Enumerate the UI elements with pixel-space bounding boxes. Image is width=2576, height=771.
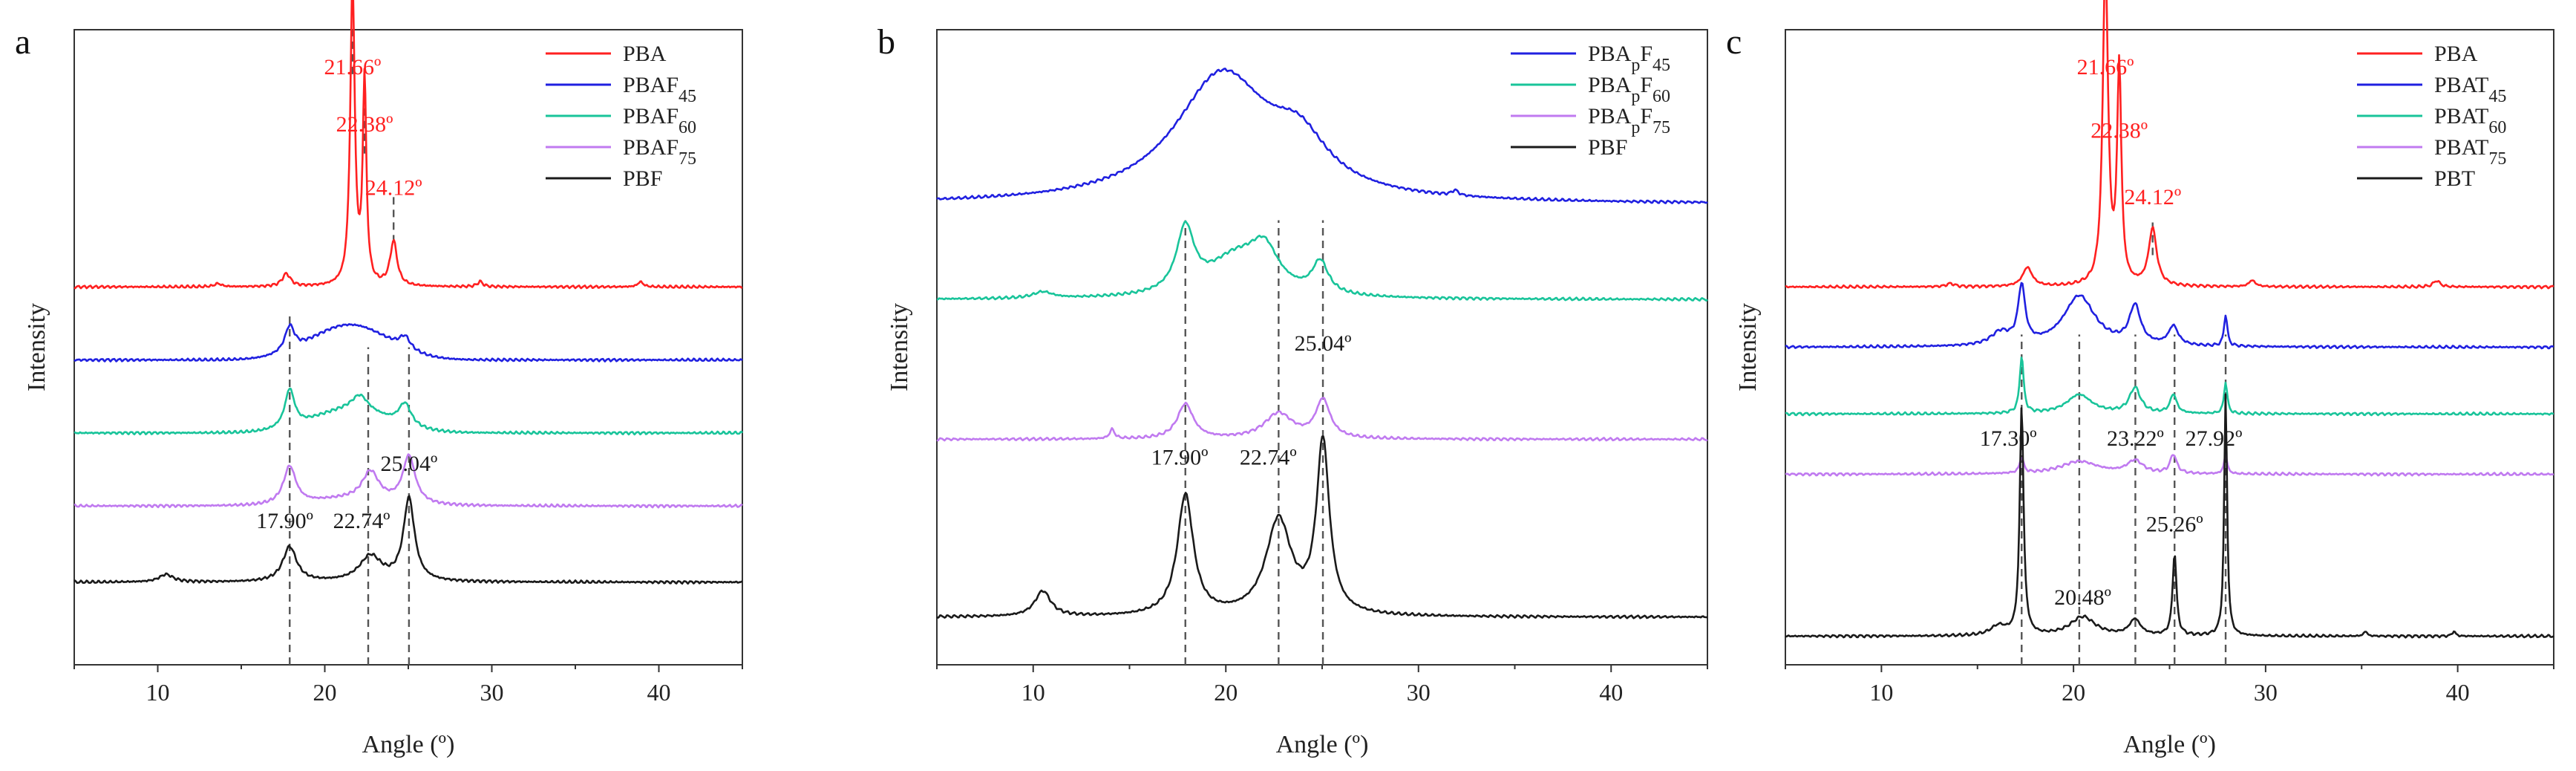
panel-label: a (15, 22, 30, 62)
x-tick-label: 30 (1407, 679, 1431, 706)
peak-annotation: 17.30º (1980, 426, 2037, 451)
peak-annotation: 20.48º (2054, 585, 2111, 610)
legend-entry: PBF (623, 166, 662, 191)
legend-entry: PBAT45 (2434, 73, 2506, 106)
series-line-PBAT75 (1785, 453, 2554, 477)
legend-entry: PBApF45 (1588, 42, 1670, 75)
peak-annotation: 22.38º (336, 112, 393, 137)
x-tick-label: 10 (1869, 679, 1893, 706)
series-line-PBAF45 (73, 322, 743, 362)
legend-entry: PBApF60 (1588, 73, 1670, 106)
series-line-PBAF60 (73, 387, 744, 436)
x-axis-label: Angle (º) (1276, 731, 1369, 758)
x-tick-label: 30 (480, 679, 504, 706)
panel-c: 10 20 30 40 Angle (º) Intensity c 21.66º 22.38º 2… (1726, 0, 2554, 758)
series-line-PBA (73, 0, 743, 290)
series-line-PBT (1785, 393, 2554, 639)
peak-annotation: 25.04º (1295, 331, 1352, 356)
peak-annotation: 21.66º (324, 55, 381, 79)
legend-entry: PBAT60 (2434, 104, 2506, 137)
peak-annotation: 22.74º (333, 509, 390, 533)
series-line-PBApF60 (936, 220, 1708, 302)
peak-annotation: 17.90º (1151, 446, 1209, 470)
legend-entry: PBAF45 (623, 73, 696, 106)
x-tick-label: 40 (1599, 679, 1623, 706)
series-line-PBAT60 (1785, 357, 2554, 417)
peak-annotation: 23.22º (2107, 426, 2164, 451)
legend-entry: PBAF60 (623, 104, 696, 137)
x-tick-label: 40 (647, 679, 671, 706)
x-tick-label: 10 (1021, 679, 1045, 706)
legend-entry: PBAF75 (623, 135, 696, 169)
peak-annotation: 25.04º (380, 452, 437, 476)
series-line-PBAF75 (73, 453, 743, 509)
series-line-PBApF45 (936, 68, 1708, 205)
x-tick-label: 20 (313, 679, 337, 706)
peak-annotation: 17.90º (256, 509, 313, 533)
legend-entry: PBT (2434, 166, 2475, 191)
panel-a: 10 20 30 40 Angle (º) Intensity a 21.66º 22.38º 2… (15, 0, 744, 758)
series-line-PBApF75 (936, 397, 1708, 442)
x-tick-label: 40 (2446, 679, 2470, 706)
x-tick-label: 20 (1214, 679, 1238, 706)
series-line-PBAT45 (1785, 282, 2554, 350)
legend-entry: PBA (2434, 42, 2478, 66)
y-axis-label: Intensity (1734, 303, 1762, 391)
peak-annotation: 21.66º (2077, 55, 2134, 79)
legend-entry: PBF (1588, 135, 1627, 160)
series-line-PBA (1785, 0, 2554, 290)
x-tick-label: 30 (2254, 679, 2278, 706)
x-axis-label: Angle (º) (2123, 731, 2216, 758)
peak-annotation: 24.12º (365, 175, 422, 200)
peak-annotation: 25.26º (2146, 512, 2203, 536)
series-line-PBF (73, 495, 743, 585)
peak-annotation: 27.92º (2186, 426, 2243, 451)
legend-entry: PBAT75 (2434, 135, 2506, 169)
x-axis-label: Angle (º) (362, 731, 455, 758)
legend-entry: PBApF75 (1588, 104, 1670, 137)
panel-b: 10 20 30 40 Angle (º) Intensity b 25.04º 17.90º 2… (877, 22, 1708, 758)
peak-annotation: 24.12º (2124, 185, 2181, 209)
panel-label: b (877, 22, 895, 62)
y-axis-label: Intensity (886, 303, 913, 391)
x-tick-label: 10 (146, 679, 170, 706)
peak-annotation: 22.38º (2090, 118, 2148, 143)
series-line-PBF (936, 435, 1708, 619)
y-axis-label: Intensity (23, 303, 50, 391)
legend-entry: PBA (623, 42, 667, 66)
peak-annotation: 22.74º (1240, 446, 1297, 470)
x-tick-label: 20 (2062, 679, 2085, 706)
panel-label: c (1726, 22, 1742, 62)
